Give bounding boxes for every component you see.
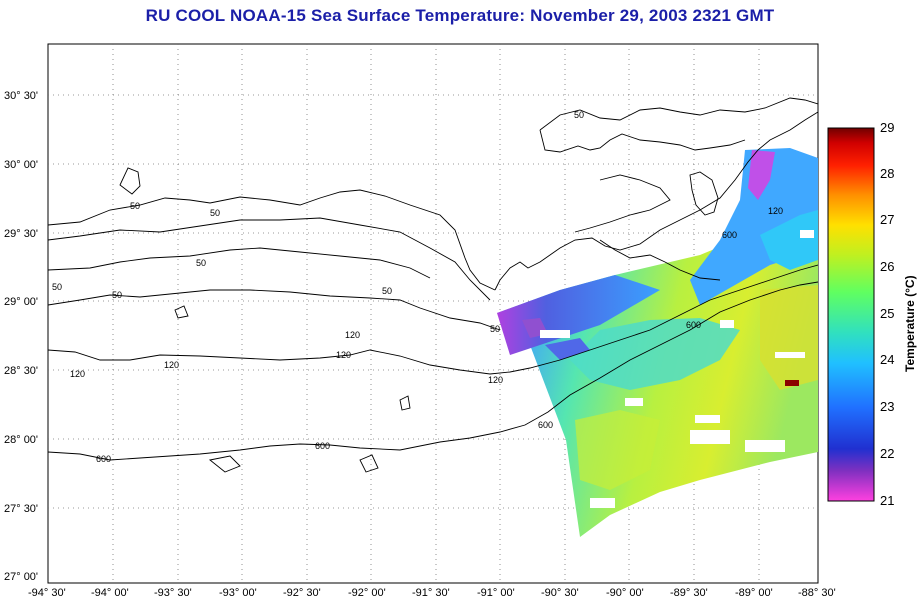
contour-label: 600 xyxy=(315,441,330,451)
sst-swath xyxy=(497,148,818,537)
contour-label: 600 xyxy=(722,230,737,240)
lon-tick-labels: -94° 30' -94° 00' -93° 30' -93° 00' -92°… xyxy=(28,587,836,599)
colorbar-tick-label: 23 xyxy=(880,399,894,414)
colorbar-tick-label: 27 xyxy=(880,212,894,227)
lat-tick-label: 30° 30' xyxy=(4,90,38,102)
contour-label: 50 xyxy=(196,258,206,268)
lon-tick-label: -93° 00' xyxy=(219,587,257,599)
lat-tick-label: 29° 00' xyxy=(4,296,38,308)
colorbar-tick-label: 29 xyxy=(880,120,894,135)
lon-tick-label: -89° 30' xyxy=(670,587,708,599)
colorbar-tick-label: 28 xyxy=(880,166,894,181)
colorbar-tick-label: 21 xyxy=(880,493,894,508)
contour-label: 50 xyxy=(574,110,584,120)
contour-label: 50 xyxy=(382,286,392,296)
lat-tick-label: 27° 00' xyxy=(4,571,38,583)
colorbar-tick-label: 22 xyxy=(880,446,894,461)
colorbar-tick-label: 25 xyxy=(880,306,894,321)
contour-label: 600 xyxy=(686,320,701,330)
lat-tick-label: 28° 00' xyxy=(4,434,38,446)
lon-tick-label: -89° 00' xyxy=(735,587,773,599)
graticule xyxy=(48,44,818,583)
contour-label: 50 xyxy=(112,290,122,300)
colorbar-tick-label: 24 xyxy=(880,352,894,367)
colorbar: 29 28 27 26 25 24 23 22 21 Temperature (… xyxy=(827,120,917,508)
colorbar-scale xyxy=(827,127,875,502)
lat-tick-label: 29° 30' xyxy=(4,228,38,240)
contour-label: 120 xyxy=(70,369,85,379)
contour-label: 120 xyxy=(345,330,360,340)
contour-label: 120 xyxy=(768,206,783,216)
lat-tick-labels: 30° 30' 30° 00' 29° 30' 29° 00' 28° 30' … xyxy=(4,90,38,583)
contours xyxy=(48,97,818,473)
lon-tick-label: -93° 30' xyxy=(154,587,192,599)
chart-title: RU COOL NOAA-15 Sea Surface Temperature:… xyxy=(145,6,775,25)
lon-tick-label: -91° 00' xyxy=(477,587,515,599)
lat-tick-label: 27° 30' xyxy=(4,503,38,515)
lon-tick-label: -92° 30' xyxy=(283,587,321,599)
lat-tick-label: 30° 00' xyxy=(4,159,38,171)
contour-label: 120 xyxy=(488,375,503,385)
contour-label: 50 xyxy=(130,201,140,211)
contour-label: 50 xyxy=(210,208,220,218)
lon-tick-label: -94° 30' xyxy=(28,587,66,599)
contour-label: 600 xyxy=(538,420,553,430)
lon-tick-label: -92° 00' xyxy=(348,587,386,599)
lon-tick-label: -90° 00' xyxy=(606,587,644,599)
contour-label: 600 xyxy=(96,454,111,464)
colorbar-title: Temperature (°C) xyxy=(903,275,917,372)
contour-label: 120 xyxy=(336,350,351,360)
contour-label: 120 xyxy=(164,360,179,370)
lat-tick-label: 28° 30' xyxy=(4,365,38,377)
lon-tick-label: -90° 30' xyxy=(541,587,579,599)
contour-label: 50 xyxy=(52,282,62,292)
colorbar-tick-label: 26 xyxy=(880,259,894,274)
lon-tick-label: -94° 00' xyxy=(91,587,129,599)
contour-label: 50 xyxy=(490,324,500,334)
lon-tick-label: -88° 30' xyxy=(798,587,836,599)
lon-tick-label: -91° 30' xyxy=(412,587,450,599)
contour-labels: 50 50 50 50 50 50 50 50 120 120 120 120 … xyxy=(52,110,783,464)
